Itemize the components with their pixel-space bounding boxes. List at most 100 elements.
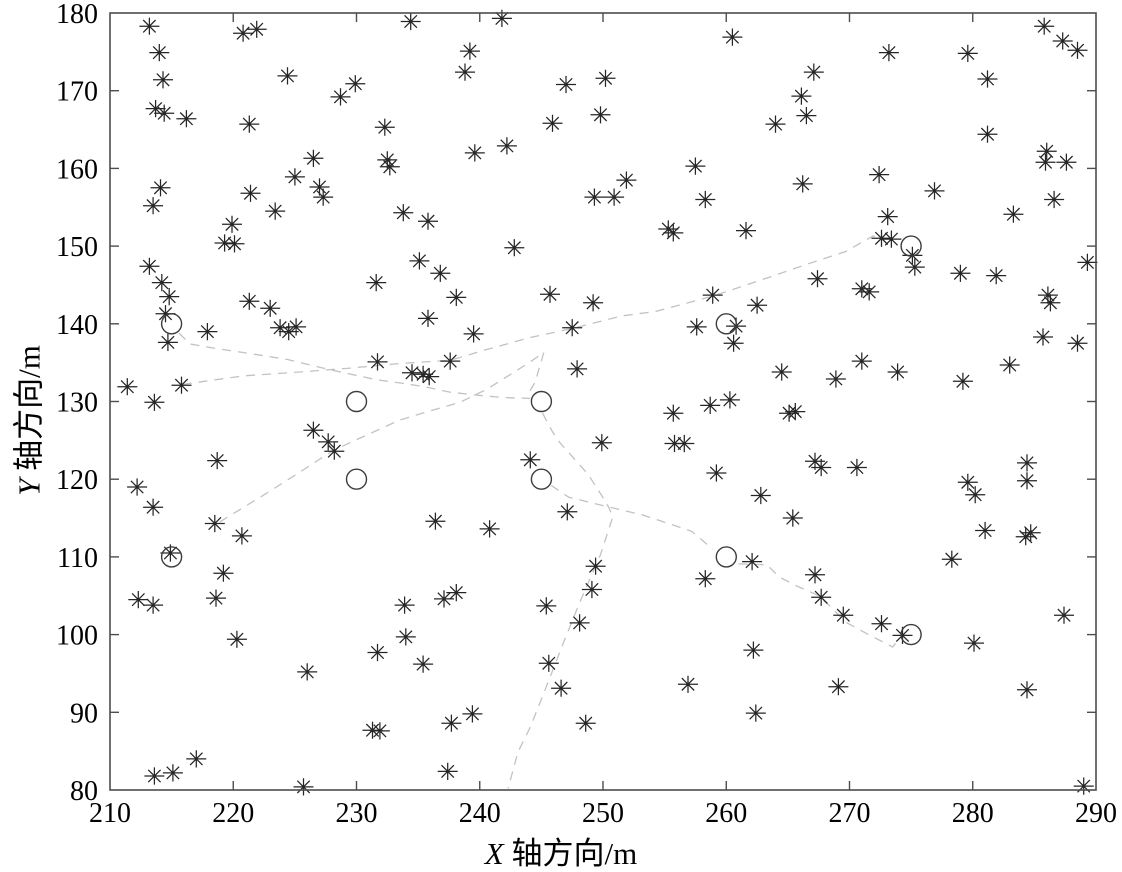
sensor-node-marker bbox=[367, 643, 388, 662]
x-tick-label: 250 bbox=[582, 798, 624, 829]
sensor-node-marker bbox=[117, 378, 138, 396]
sensor-node-marker bbox=[303, 149, 324, 167]
sensor-node-marker bbox=[277, 67, 298, 85]
routing-path bbox=[219, 351, 545, 523]
sensor-node-marker bbox=[977, 125, 998, 143]
sensor-node-marker bbox=[145, 100, 166, 118]
sensor-node-marker bbox=[446, 288, 467, 306]
sensor-node-marker bbox=[197, 323, 218, 341]
sensor-node-marker bbox=[239, 292, 260, 310]
y-axis-unit-text: 轴方向/m bbox=[11, 345, 47, 479]
sensor-node-marker bbox=[214, 234, 235, 252]
sensor-node-marker bbox=[771, 363, 792, 381]
routing-path bbox=[507, 412, 614, 789]
sensor-node-marker bbox=[1017, 681, 1037, 699]
sensor-node-marker bbox=[1033, 328, 1053, 346]
sensor-node-marker bbox=[139, 257, 160, 275]
x-tick-label: 270 bbox=[829, 798, 871, 829]
sensor-node-marker bbox=[595, 69, 616, 87]
sensor-node-marker bbox=[1044, 190, 1065, 209]
sensor-node-marker bbox=[171, 376, 192, 394]
routing-path bbox=[182, 235, 897, 386]
sensor-node-marker bbox=[270, 319, 291, 337]
sensor-node-marker bbox=[881, 230, 902, 248]
sensor-node-marker bbox=[430, 264, 451, 282]
sensor-node-marker bbox=[999, 356, 1020, 374]
sensor-node-marker bbox=[222, 215, 242, 233]
sensor-node-marker bbox=[1003, 205, 1024, 223]
sensor-node-marker bbox=[159, 288, 180, 306]
y-tick-label: 100 bbox=[56, 621, 98, 652]
sensor-node-marker bbox=[569, 614, 590, 632]
sensor-node-marker bbox=[479, 520, 500, 538]
sensor-node-marker bbox=[1067, 334, 1088, 352]
sensor-node-marker bbox=[278, 323, 299, 341]
sensor-node-marker bbox=[1067, 41, 1088, 59]
sensor-node-marker bbox=[176, 110, 197, 128]
sensor-node-marker bbox=[859, 283, 880, 301]
sensor-node-marker bbox=[542, 114, 563, 132]
sensor-node-marker bbox=[186, 750, 207, 768]
y-tick-label: 170 bbox=[56, 77, 98, 108]
sensor-node-marker bbox=[240, 184, 261, 202]
cluster-head-marker bbox=[900, 235, 922, 257]
sensor-node-marker bbox=[366, 274, 387, 292]
sensor-node-marker bbox=[941, 550, 962, 568]
sensor-node-marker bbox=[204, 514, 225, 533]
sensor-node-marker bbox=[924, 182, 945, 200]
sensor-node-marker bbox=[297, 663, 318, 681]
x-tick-label: 220 bbox=[212, 798, 254, 829]
x-tick-label: 280 bbox=[952, 798, 994, 829]
sensor-node-marker bbox=[658, 220, 679, 238]
sensor-node-marker bbox=[551, 679, 572, 697]
sensor-node-marker bbox=[792, 175, 813, 193]
sensor-node-marker bbox=[833, 606, 854, 624]
sensor-node-marker bbox=[330, 88, 351, 106]
sensor-node-marker bbox=[418, 212, 438, 230]
sensor-node-marker bbox=[464, 144, 485, 162]
sensor-node-marker bbox=[394, 596, 415, 614]
sensor-node-marker bbox=[143, 596, 164, 614]
sensor-node-marker bbox=[1017, 472, 1037, 490]
sensor-node-marker bbox=[1056, 153, 1077, 171]
sensor-node-marker bbox=[419, 368, 440, 386]
sensor-node-marker bbox=[1015, 528, 1036, 546]
sensor-node-marker bbox=[851, 352, 872, 370]
sensor-node-marker bbox=[440, 352, 461, 370]
sensor-node-marker bbox=[1036, 142, 1057, 160]
sensor-node-marker bbox=[964, 634, 984, 652]
sensor-node-marker bbox=[345, 75, 366, 93]
sensor-node-marker bbox=[904, 258, 925, 276]
y-tick-label: 180 bbox=[56, 0, 98, 30]
sensor-node-marker bbox=[455, 63, 475, 81]
sensor-node-marker bbox=[663, 224, 684, 242]
sensor-node-marker bbox=[851, 280, 872, 298]
sensor-node-marker bbox=[1073, 777, 1094, 795]
cluster-head-marker bbox=[530, 390, 553, 413]
sensor-node-marker bbox=[446, 584, 467, 602]
x-tick-label: 210 bbox=[89, 798, 131, 829]
sensor-node-marker bbox=[149, 44, 170, 62]
routing-path bbox=[738, 563, 901, 648]
sensor-node-marker bbox=[584, 188, 605, 206]
sensor-node-marker bbox=[556, 75, 576, 94]
sensor-node-marker bbox=[400, 12, 421, 31]
x-tick-label: 290 bbox=[1075, 798, 1117, 829]
y-tick-label: 90 bbox=[70, 698, 98, 729]
y-tick-label: 120 bbox=[56, 465, 98, 496]
sensor-node-marker bbox=[393, 204, 414, 222]
sensor-node-marker bbox=[785, 403, 806, 421]
sensor-node-marker bbox=[975, 521, 996, 540]
sensor-node-marker bbox=[127, 478, 148, 496]
sensor-node-marker bbox=[986, 267, 1007, 285]
sensor-node-marker bbox=[377, 151, 398, 169]
sensor-node-marker bbox=[807, 270, 828, 288]
sensor-node-marker bbox=[747, 296, 768, 314]
y-tick-label: 80 bbox=[70, 776, 98, 807]
x-tick-label: 240 bbox=[459, 798, 501, 829]
sensor-node-marker bbox=[462, 705, 483, 723]
sensor-node-marker bbox=[362, 721, 383, 739]
plot-frame bbox=[109, 12, 1097, 791]
